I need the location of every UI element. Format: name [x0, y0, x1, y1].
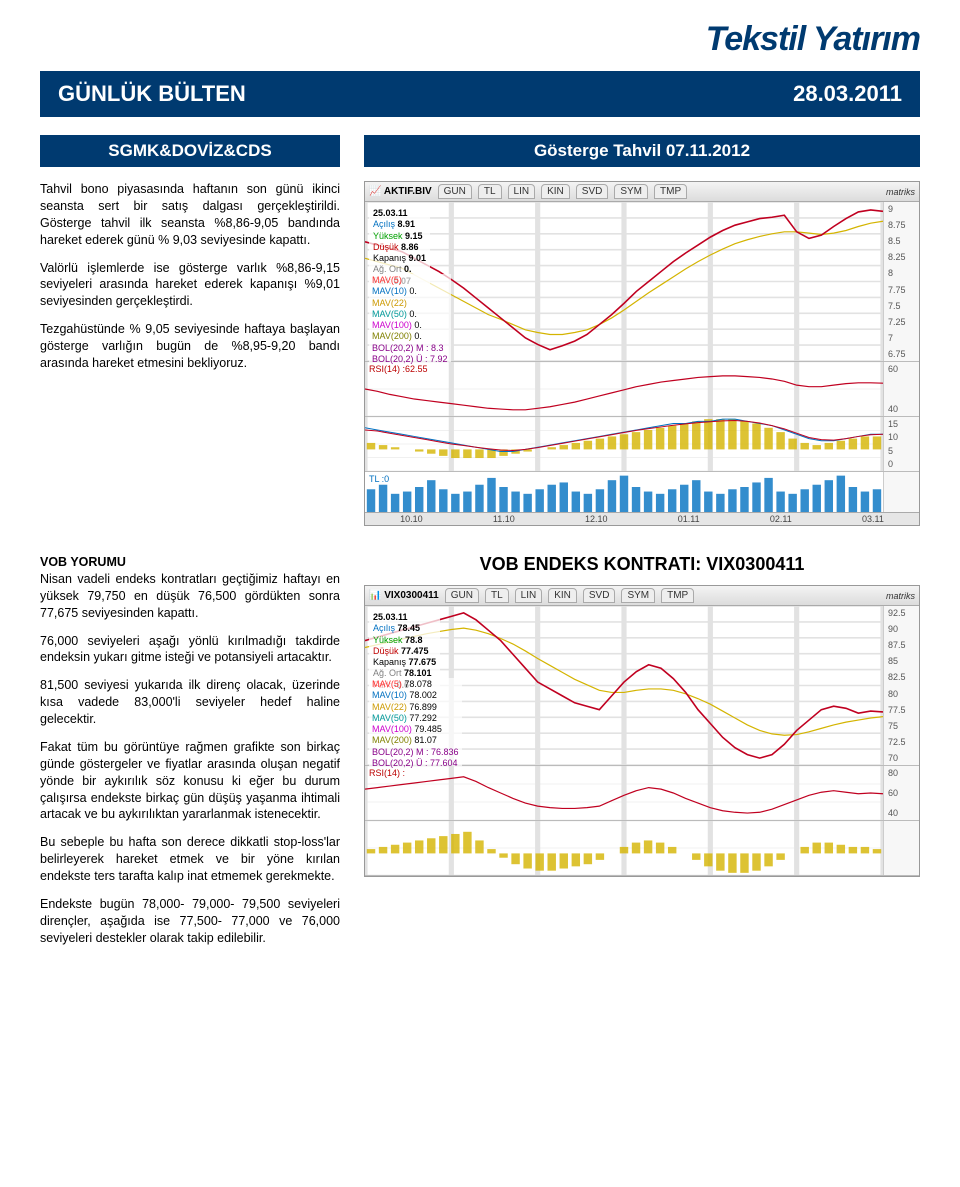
chart-vob: 📊 VIX0300411 GUN TL LIN KIN SVD SYM TMP matriks 9… [364, 585, 920, 877]
volume-label: TL :0 [369, 474, 389, 484]
vob-title: VOB ENDEKS KONTRATI: VIX0300411 [364, 554, 920, 575]
y-axis: 6040 [883, 362, 919, 416]
header-bar: GÜNLÜK BÜLTEN 28.03.2011 [40, 71, 920, 117]
chart-toolbar: 📈 AKTIF.BIV GUN TL LIN KIN SVD SYM TMP matriks [365, 182, 919, 202]
chart-tab[interactable]: SVD [583, 588, 616, 603]
chart-tab[interactable]: KIN [541, 184, 570, 199]
y-axis: 92.59087.58582.58077.57572.570 [883, 606, 919, 765]
chart-tab[interactable]: TMP [654, 184, 687, 199]
mav-box: MAV(5) 78.078MAV(10) 78.002MAV(22) 76.89… [369, 678, 462, 770]
chart-tab[interactable]: SYM [621, 588, 655, 603]
chart-tahvil: 📈 AKTIF.BIV GUN TL LIN KIN SVD SYM TMP matriks 98… [364, 181, 920, 526]
chart-brand: matriks [886, 187, 915, 197]
rsi-label: RSI(14) : [369, 768, 405, 778]
chart-brand: matriks [886, 591, 915, 601]
chart-tab[interactable]: LIN [515, 588, 543, 603]
chart-tab[interactable]: SYM [614, 184, 648, 199]
right-subbar: Gösterge Tahvil 07.11.2012 [364, 135, 920, 167]
y-axis: 151050 [883, 417, 919, 471]
chart-tab[interactable]: SVD [576, 184, 609, 199]
chart-tab[interactable]: TL [478, 184, 502, 199]
chart-tab[interactable]: TL [485, 588, 509, 603]
mav-box: MAV(5) MAV(10) 0.MAV(22) MAV(50) 0.MAV(1… [369, 274, 451, 366]
section1-text: Tahvil bono piyasasında haftanın son gün… [40, 181, 340, 372]
chart-tab[interactable]: TMP [661, 588, 694, 603]
chart-symbol: 📈 AKTIF.BIV [369, 186, 432, 197]
chart-tab[interactable]: GUN [438, 184, 472, 199]
chart-tab[interactable]: GUN [445, 588, 479, 603]
y-axis [883, 472, 919, 512]
left-subbar: SGMK&DOVİZ&CDS [40, 135, 340, 167]
chart-tab[interactable]: KIN [548, 588, 577, 603]
bulletin-date: 28.03.2011 [793, 81, 902, 107]
section2-text: VOB YORUMUNisan vadeli endeks kontratlar… [40, 554, 340, 947]
y-axis: 806040 [883, 766, 919, 820]
chart-tab[interactable]: LIN [508, 184, 536, 199]
x-axis: 10.1011.1012.1001.1102.1103.11 [365, 512, 919, 525]
rsi-label: RSI(14) :62.55 [369, 364, 428, 374]
y-axis: 98.758.58.2587.757.57.2576.75 [883, 202, 919, 361]
y-axis [883, 821, 919, 875]
bulletin-title: GÜNLÜK BÜLTEN [58, 81, 246, 107]
chart-symbol: 📊 VIX0300411 [369, 590, 439, 601]
brand-logo: Tekstil Yatırım [40, 20, 920, 59]
chart-toolbar: 📊 VIX0300411 GUN TL LIN KIN SVD SYM TMP matriks [365, 586, 919, 606]
